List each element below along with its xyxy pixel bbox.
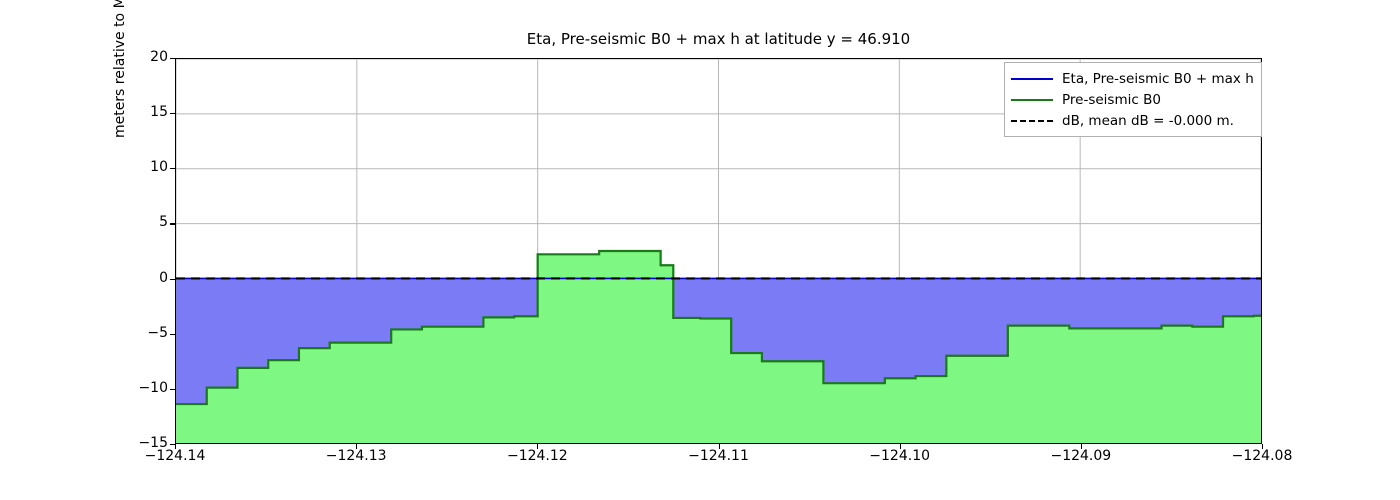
x-tick-label: −124.13 bbox=[325, 448, 387, 464]
x-tick-mark bbox=[175, 444, 177, 449]
y-tick-label: 20 bbox=[150, 49, 168, 65]
x-axis-tick-labels: −124.14 −124.13 −124.12 −124.11 −124.10 −124.… bbox=[145, 447, 1293, 471]
y-tick-mark bbox=[170, 58, 175, 60]
x-tick-mark bbox=[1080, 444, 1082, 449]
y-tick-label: −10 bbox=[138, 379, 168, 396]
legend-label: dB, mean dB = -0.000 m. bbox=[1062, 112, 1234, 129]
legend-line-swatch-eta bbox=[1011, 73, 1053, 85]
legend-line-swatch-db bbox=[1011, 115, 1053, 127]
x-tick-mark bbox=[356, 444, 358, 449]
legend-item: Pre-seismic B0 bbox=[1011, 89, 1254, 110]
x-tick-label: −124.12 bbox=[506, 448, 568, 464]
x-tick-mark bbox=[537, 444, 539, 449]
y-tick-mark bbox=[170, 113, 175, 115]
legend-item: Eta, Pre-seismic B0 + max h bbox=[1011, 68, 1254, 89]
y-tick-mark bbox=[170, 388, 175, 390]
chart-title: Eta, Pre-seismic B0 + max h at latitude … bbox=[526, 30, 911, 48]
x-tick-label: −124.10 bbox=[869, 448, 931, 464]
plot-svg bbox=[176, 59, 1261, 443]
y-tick-label: 15 bbox=[150, 104, 168, 121]
x-tick-mark bbox=[899, 444, 901, 449]
y-tick-mark bbox=[170, 444, 175, 446]
legend-item: dB, mean dB = -0.000 m. bbox=[1011, 110, 1254, 131]
legend: Eta, Pre-seismic B0 + max h Pre-seismic … bbox=[1004, 62, 1262, 137]
x-tick-label: −124.14 bbox=[144, 448, 206, 464]
x-tick-label: −124.08 bbox=[1231, 448, 1293, 464]
x-tick-mark bbox=[718, 444, 720, 449]
y-tick-mark bbox=[170, 333, 175, 335]
y-tick-mark bbox=[170, 278, 175, 280]
legend-line-swatch-b0 bbox=[1011, 94, 1053, 106]
legend-label: Eta, Pre-seismic B0 + max h bbox=[1062, 70, 1254, 87]
y-tick-label: 10 bbox=[150, 159, 168, 176]
x-tick-mark bbox=[1262, 444, 1264, 449]
y-tick-label: −15 bbox=[138, 435, 168, 451]
y-tick-label: −5 bbox=[147, 324, 168, 341]
y-axis-tick-labels: −15 −10 −5 0 5 10 15 20 bbox=[105, 50, 168, 450]
x-tick-label: −124.09 bbox=[1050, 448, 1112, 464]
legend-label: Pre-seismic B0 bbox=[1062, 91, 1161, 108]
y-tick-label: 0 bbox=[159, 269, 168, 286]
y-tick-label: 5 bbox=[159, 214, 168, 231]
y-tick-mark bbox=[170, 168, 175, 170]
x-tick-label: −124.11 bbox=[688, 448, 749, 464]
y-tick-mark bbox=[170, 223, 175, 225]
